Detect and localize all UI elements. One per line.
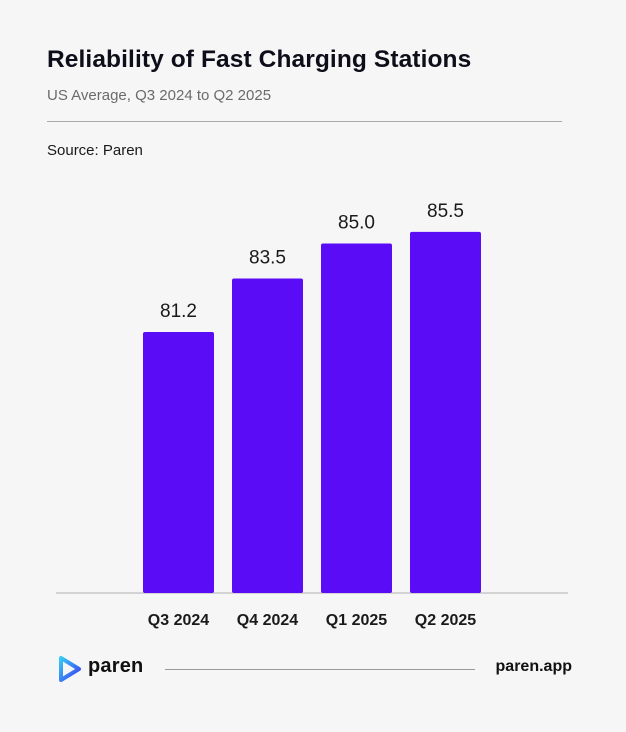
chart-title: Reliability of Fast Charging Stations <box>47 46 472 73</box>
bar-q4-2024 <box>232 278 303 593</box>
header-divider <box>47 121 562 122</box>
footer-divider <box>165 669 475 670</box>
category-tick-label: Q4 2024 <box>237 612 298 629</box>
value-label: 83.5 <box>249 247 286 268</box>
category-labels-group: Q3 2024 Q4 2024 Q1 2025 Q2 2025 <box>148 612 476 629</box>
source-note: Source: Paren <box>47 142 143 159</box>
category-tick-label: Q2 2025 <box>415 612 476 629</box>
chart-subtitle: US Average, Q3 2024 to Q2 2025 <box>47 87 272 104</box>
value-labels-group: 81.2 83.5 85.0 85.5 <box>160 201 464 322</box>
bar-q1-2025 <box>321 243 392 593</box>
value-label: 85.0 <box>338 213 375 234</box>
bar-q3-2024 <box>143 332 214 593</box>
footer-brand: paren <box>88 655 144 677</box>
category-tick-label: Q3 2024 <box>148 612 209 629</box>
bars-group <box>143 231 481 593</box>
paren-logo-icon <box>59 656 81 682</box>
category-tick-label: Q1 2025 <box>326 612 387 629</box>
footer-url[interactable]: paren.app <box>495 658 572 675</box>
bar-q2-2025 <box>410 231 481 593</box>
value-label: 85.5 <box>427 201 464 222</box>
value-label: 81.2 <box>160 301 197 322</box>
